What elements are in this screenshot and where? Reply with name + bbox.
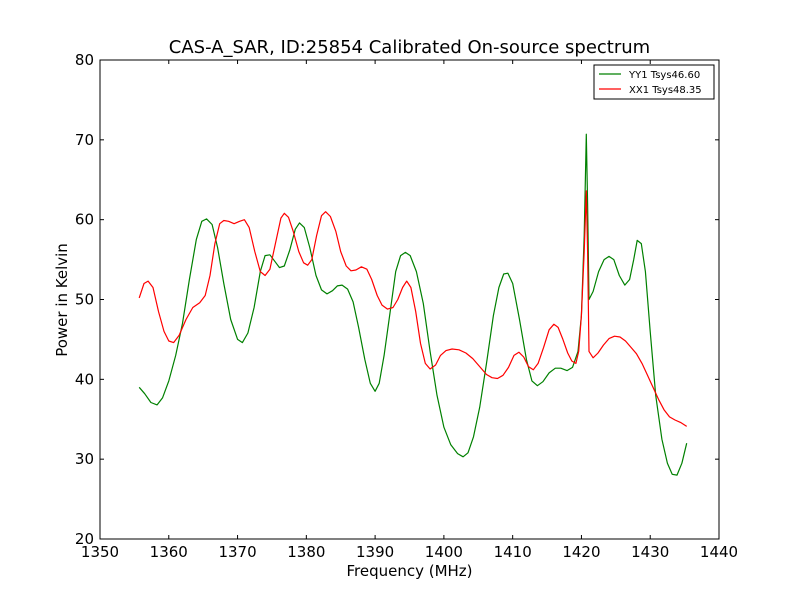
legend-entry-label: XX1 Tsys48.35 bbox=[629, 85, 702, 96]
series-layer bbox=[138, 133, 688, 476]
chart-title: CAS-A_SAR, ID:25854 Calibrated On-source… bbox=[169, 37, 650, 58]
x-tick-label: 1350 bbox=[81, 543, 119, 561]
x-tick-label: 1370 bbox=[218, 543, 256, 561]
legend-entry-label: YY1 Tsys46.60 bbox=[628, 70, 700, 81]
x-tick-label: 1410 bbox=[494, 543, 532, 561]
y-axis-label: Power in Kelvin bbox=[53, 243, 71, 357]
x-tick-label: 1400 bbox=[425, 543, 463, 561]
y-tick-label: 30 bbox=[75, 450, 94, 468]
y-tick-label: 20 bbox=[75, 530, 94, 548]
y-tick-label: 70 bbox=[75, 131, 94, 149]
x-tick-label: 1380 bbox=[287, 543, 325, 561]
series-line-yy1 bbox=[138, 133, 688, 476]
x-tick-label: 1360 bbox=[150, 543, 188, 561]
series-line-xx1 bbox=[138, 190, 688, 427]
y-tick-label: 40 bbox=[75, 370, 94, 388]
y-tick-label: 50 bbox=[75, 291, 94, 309]
x-axis-label: Frequency (MHz) bbox=[346, 562, 472, 580]
legend-box bbox=[593, 64, 715, 100]
x-tick-label: 1420 bbox=[562, 543, 600, 561]
legend: YY1 Tsys46.60 XX1 Tsys48.35 bbox=[593, 64, 715, 100]
y-tick-label: 60 bbox=[75, 211, 94, 229]
x-tick-label: 1430 bbox=[631, 543, 669, 561]
ticks-layer: 1350 1360 1370 1380 1390 1400 1410 1420 1430 1440… bbox=[75, 51, 738, 561]
plot-frame bbox=[99, 59, 720, 540]
x-tick-label: 1390 bbox=[356, 543, 394, 561]
x-tick-label: 1440 bbox=[700, 543, 738, 561]
y-tick-label: 80 bbox=[75, 51, 94, 69]
